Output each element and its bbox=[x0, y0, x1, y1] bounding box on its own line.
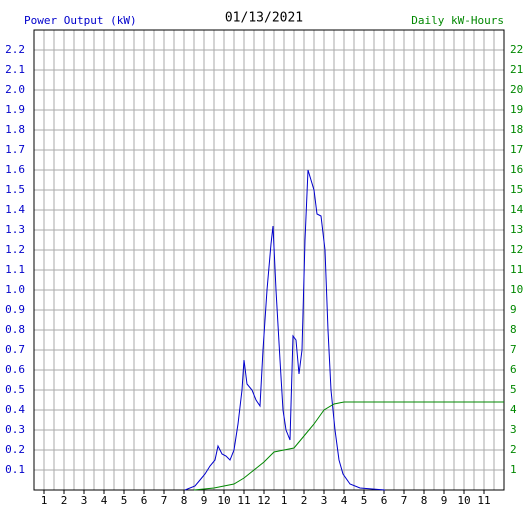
y-tick-label: 1.6 bbox=[5, 163, 25, 176]
y-tick-label: 2.0 bbox=[5, 83, 25, 96]
y2-tick-label: 4 bbox=[510, 403, 517, 416]
y2-tick-label: 14 bbox=[510, 203, 524, 216]
y2-tick-label: 20 bbox=[510, 83, 523, 96]
x-tick-label: 10 bbox=[457, 494, 470, 507]
y-tick-label: 0.9 bbox=[5, 303, 25, 316]
x-tick-label: 5 bbox=[121, 494, 128, 507]
y2-tick-label: 12 bbox=[510, 243, 523, 256]
x-tick-label: 8 bbox=[181, 494, 188, 507]
y2-tick-label: 6 bbox=[510, 363, 517, 376]
x-tick-label: 7 bbox=[401, 494, 408, 507]
x-tick-label: 9 bbox=[441, 494, 448, 507]
y-tick-label: 1.7 bbox=[5, 143, 25, 156]
x-tick-label: 2 bbox=[301, 494, 308, 507]
y2-tick-label: 13 bbox=[510, 223, 523, 236]
y-tick-label: 1.1 bbox=[5, 263, 25, 276]
x-tick-label: 5 bbox=[361, 494, 368, 507]
x-tick-label: 1 bbox=[281, 494, 288, 507]
x-tick-label: 12 bbox=[257, 494, 270, 507]
x-tick-label: 11 bbox=[237, 494, 250, 507]
y-tick-label: 1.2 bbox=[5, 243, 25, 256]
y2-tick-label: 19 bbox=[510, 103, 523, 116]
y-tick-label: 1.9 bbox=[5, 103, 25, 116]
y-tick-label: 1.4 bbox=[5, 203, 25, 216]
y-tick-label: 0.1 bbox=[5, 463, 25, 476]
y-tick-label: 1.3 bbox=[5, 223, 25, 236]
y2-tick-label: 10 bbox=[510, 283, 523, 296]
x-tick-label: 10 bbox=[217, 494, 230, 507]
y-tick-label: 2.1 bbox=[5, 63, 25, 76]
x-tick-label: 6 bbox=[141, 494, 148, 507]
y-tick-label: 0.8 bbox=[5, 323, 25, 336]
y-tick-label: 0.7 bbox=[5, 343, 25, 356]
y-axis-label: Power Output (kW) bbox=[24, 14, 137, 27]
y2-tick-label: 11 bbox=[510, 263, 523, 276]
y-tick-label: 1.5 bbox=[5, 183, 25, 196]
x-tick-label: 7 bbox=[161, 494, 168, 507]
x-tick-label: 4 bbox=[341, 494, 348, 507]
y2-tick-label: 7 bbox=[510, 343, 517, 356]
x-tick-label: 9 bbox=[201, 494, 208, 507]
y2-tick-label: 21 bbox=[510, 63, 523, 76]
y2-tick-label: 9 bbox=[510, 303, 517, 316]
y-tick-label: 2.2 bbox=[5, 43, 25, 56]
y-tick-label: 0.5 bbox=[5, 383, 25, 396]
x-tick-label: 1 bbox=[41, 494, 48, 507]
y2-tick-label: 15 bbox=[510, 183, 523, 196]
y-tick-label: 1.8 bbox=[5, 123, 25, 136]
y2-tick-label: 17 bbox=[510, 143, 523, 156]
y-tick-label: 0.4 bbox=[5, 403, 25, 416]
y-tick-label: 0.3 bbox=[5, 423, 25, 436]
x-tick-label: 6 bbox=[381, 494, 388, 507]
y-tick-label: 1.0 bbox=[5, 283, 25, 296]
y2-tick-label: 3 bbox=[510, 423, 517, 436]
series-line bbox=[193, 401, 504, 491]
plot-frame bbox=[33, 29, 505, 491]
series-line bbox=[184, 169, 386, 491]
y2-tick-label: 16 bbox=[510, 163, 523, 176]
x-tick-label: 11 bbox=[477, 494, 490, 507]
chart-title: 01/13/2021 bbox=[225, 11, 303, 26]
y-tick-label: 0.6 bbox=[5, 363, 25, 376]
x-tick-label: 3 bbox=[321, 494, 328, 507]
y2-tick-label: 22 bbox=[510, 43, 523, 56]
x-tick-label: 8 bbox=[421, 494, 428, 507]
y2-tick-label: 18 bbox=[510, 123, 523, 136]
y-tick-label: 0.2 bbox=[5, 443, 25, 456]
y2-tick-label: 1 bbox=[510, 463, 517, 476]
x-tick-label: 2 bbox=[61, 494, 68, 507]
x-tick-label: 4 bbox=[101, 494, 108, 507]
y2-tick-label: 5 bbox=[510, 383, 517, 396]
y2-tick-label: 2 bbox=[510, 443, 517, 456]
y2-axis-label: Daily kW-Hours bbox=[411, 14, 504, 27]
x-tick-label: 3 bbox=[81, 494, 88, 507]
y2-tick-label: 8 bbox=[510, 323, 517, 336]
